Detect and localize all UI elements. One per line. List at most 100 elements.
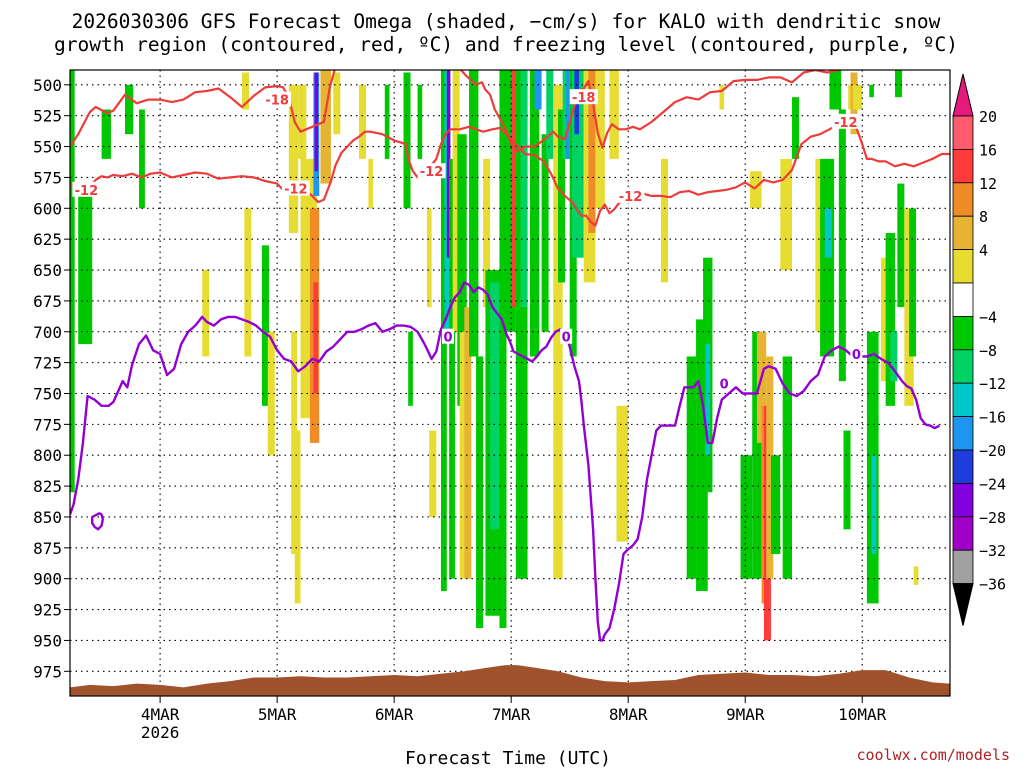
omega-shade-94: [897, 183, 905, 308]
y-tick-label-950: 950: [33, 631, 62, 650]
x-tick-label-4MAR: 4MAR: [141, 705, 180, 724]
colorbar-label-7: −12: [979, 375, 1006, 393]
omega-shade-99: [869, 84, 874, 98]
x-axis-label: Forecast Time (UTC): [405, 748, 611, 768]
omega-shade-18: [314, 72, 319, 172]
omega-shade-64: [686, 356, 697, 579]
contour-label-9: 0: [720, 378, 729, 393]
omega-shade-53: [562, 70, 570, 159]
x-tick-label-5MAR: 5MAR: [258, 705, 297, 724]
contour-label-8: 0: [562, 331, 571, 346]
contour-label-bg-1: [569, 89, 598, 105]
colorbar-box-9: [952, 416, 974, 451]
omega-shade-4: [139, 109, 145, 209]
omega-shade-25: [408, 331, 413, 406]
omega-shade-79: [792, 97, 800, 159]
chart-title-line-2: growth region (contoured, red, ºC) and f…: [54, 33, 958, 56]
colorbar-label-3: 8: [979, 208, 988, 226]
omega-shade-27: [426, 208, 432, 308]
omega-shade-93: [890, 331, 898, 382]
colorbar-label-6: −8: [979, 342, 997, 360]
omega-shade-7: [244, 208, 252, 357]
omega-shade-37: [469, 70, 479, 357]
contour-label-4: -12: [420, 165, 444, 180]
omega-shade-3: [125, 84, 134, 135]
colorbar-label-0: 20: [979, 108, 997, 126]
contour-label-bg-4: [417, 163, 446, 179]
omega-shade-36: [464, 307, 472, 579]
omega-shade-45: [515, 70, 528, 579]
contour-label-bg-3: [281, 180, 310, 196]
colorbar-box-5: [952, 282, 974, 317]
colorbar-label-12: −32: [979, 542, 1006, 560]
colorbar-box-6: [952, 315, 974, 351]
contour-label-5: -12: [619, 190, 643, 205]
omega-shade-75: [766, 356, 774, 579]
colorbar-box-12: [952, 516, 974, 551]
contour-label-bg-7: [441, 328, 454, 344]
omega-shade-0: [70, 70, 75, 493]
omega-shade-78: [782, 356, 793, 579]
colorbar-box-4: [952, 249, 974, 284]
omega-shade-71: [752, 331, 762, 579]
omega-shade-46: [520, 70, 528, 308]
x-tick-label-7MAR: 7MAR: [492, 705, 531, 724]
omega-shade-38: [476, 356, 484, 629]
contour-label-bg-5: [616, 187, 645, 203]
y-tick-label-725: 725: [33, 354, 62, 373]
colorbar-box-11: [952, 482, 974, 518]
omega-shade-11: [291, 331, 298, 555]
colorbar-bottom-arrow: [952, 583, 974, 626]
omega-shade-97: [913, 566, 919, 585]
colorbar-label-1: 16: [979, 141, 997, 159]
omega-shade-8: [261, 245, 269, 406]
omega-shade-81: [820, 158, 835, 357]
omega-shade-50: [546, 70, 554, 159]
omega-shade-98: [895, 70, 903, 98]
contour-label-bg-2: [72, 181, 101, 197]
omega-shade-20: [333, 72, 341, 135]
colorbar-box-1: [952, 148, 974, 184]
omega-shade-52: [557, 109, 565, 283]
omega-shade-26: [417, 84, 423, 159]
freezing-level-contour-1: [91, 512, 104, 531]
y-axis: 500 525 550 575 600 625 650 675 700 725 750 775 800 8…: [33, 76, 70, 681]
contour-label-bg-6: [831, 113, 860, 129]
colorbar-box-7: [952, 349, 974, 384]
omega-shade-10: [288, 84, 299, 233]
omega-shade-9: [267, 331, 275, 456]
omega-shade-96: [909, 208, 917, 357]
omega-shade-23: [384, 84, 390, 159]
omega-shade-39: [483, 158, 491, 308]
contour-label-1: -18: [572, 91, 596, 106]
contour-label-bg-0: [263, 91, 292, 107]
x-tick-sublabel-4MAR: 2026: [141, 723, 180, 742]
omega-shade-92: [885, 232, 895, 406]
y-tick-label-550: 550: [33, 138, 62, 157]
contour-label-bg-8: [560, 328, 573, 344]
omega-shade-62: [616, 405, 629, 542]
chart-title-line-1: 2026030306 GFS Forecast Omega (shaded, −…: [72, 10, 941, 33]
omega-shade-19: [320, 70, 331, 184]
y-tick-label-525: 525: [33, 107, 62, 126]
omega-shade-16: [313, 282, 319, 394]
x-tick-label-6MAR: 6MAR: [375, 705, 414, 724]
colorbar-label-13: −36: [979, 576, 1006, 594]
omega-shade-42: [499, 70, 507, 629]
omega-shade-76: [770, 455, 781, 555]
plot-inner: -18 -18 -12 -12 -12 -12 -12 0 0 0 0: [70, 70, 950, 696]
y-tick-label-500: 500: [33, 76, 62, 95]
y-tick-label-700: 700: [33, 323, 62, 342]
x-tick-label-8MAR: 8MAR: [609, 705, 648, 724]
colorbar-label-4: 4: [979, 242, 988, 260]
colorbar-box-2: [952, 182, 974, 217]
omega-shade-6: [242, 72, 250, 110]
omega-shade-68: [719, 84, 725, 110]
plot-frame: [69, 69, 951, 697]
omega-shade-54: [566, 70, 570, 159]
contour-label-0: -18: [265, 94, 289, 109]
omega-shade-85: [843, 430, 851, 530]
omega-shade-48: [534, 70, 542, 110]
omega-shade-21: [359, 84, 367, 159]
colorbar-box-13: [952, 549, 974, 585]
